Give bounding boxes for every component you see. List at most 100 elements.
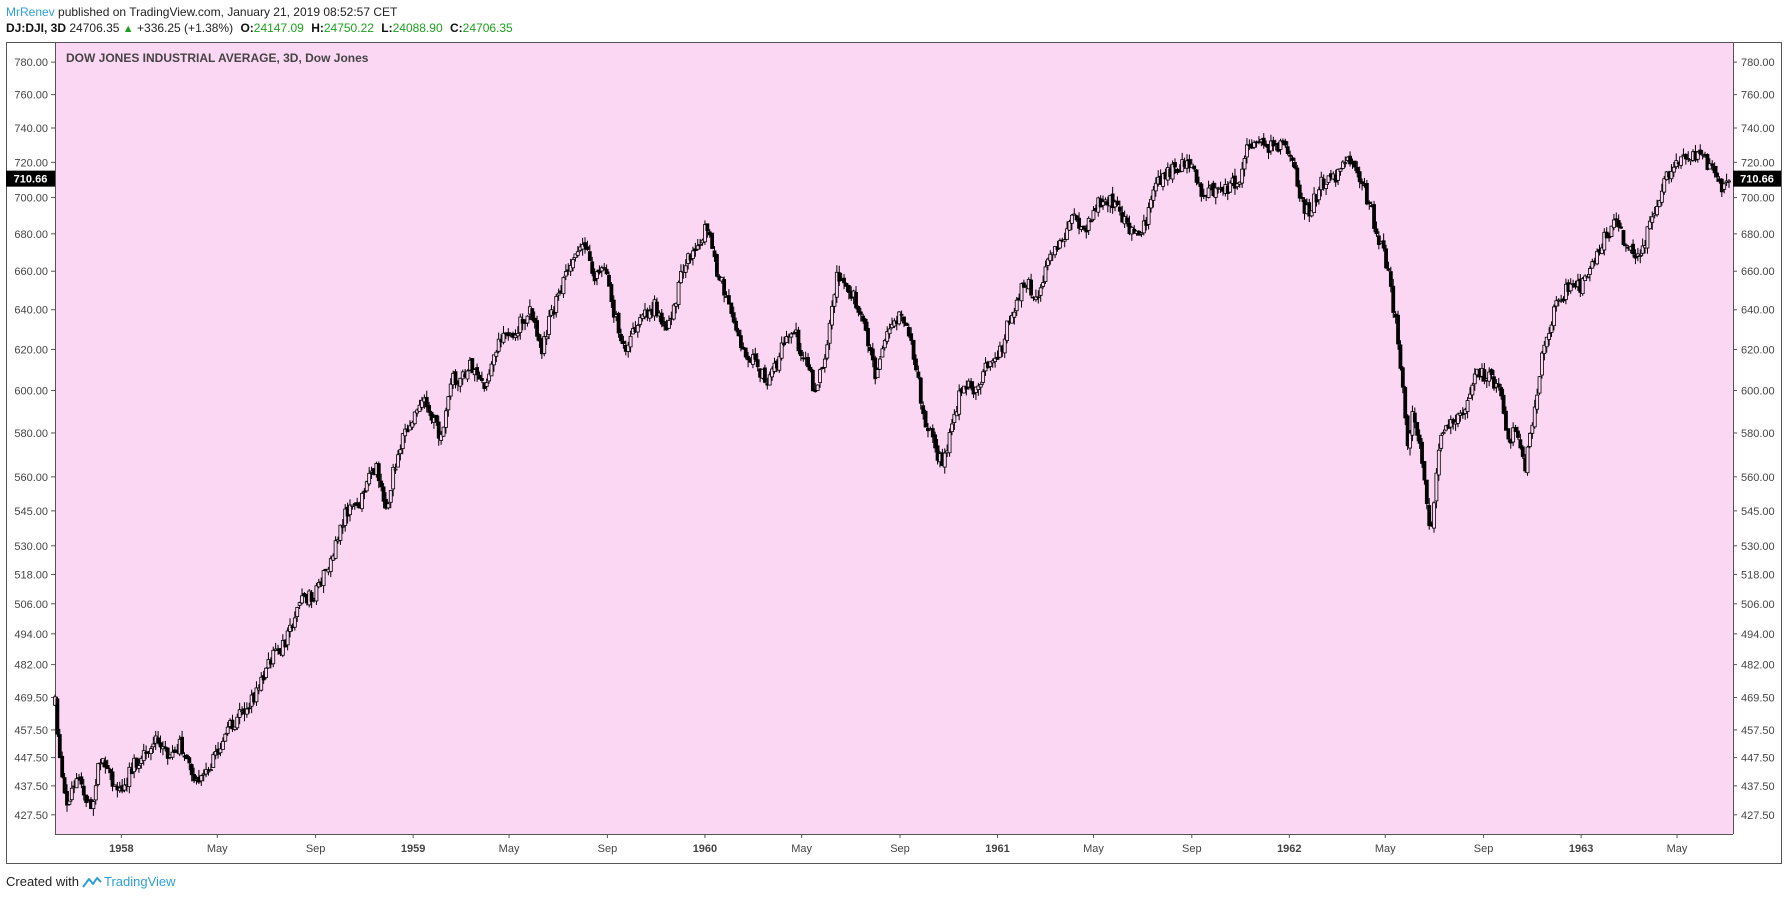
candle (547, 310, 551, 340)
candle (667, 315, 671, 329)
candle (1005, 320, 1010, 344)
candle (1403, 385, 1408, 426)
candle (722, 276, 727, 303)
candle (734, 317, 739, 333)
candle (918, 376, 923, 410)
candle (1283, 138, 1288, 148)
candle (1139, 231, 1144, 238)
candle (208, 763, 213, 772)
candle (1595, 248, 1599, 266)
candle (434, 414, 439, 426)
candle (1513, 424, 1518, 433)
candle (930, 424, 935, 443)
candle (530, 308, 535, 322)
candle (1242, 155, 1247, 177)
candle (561, 276, 566, 299)
x-tick-label: 1960 (693, 843, 717, 855)
candle (477, 371, 482, 380)
candle (1336, 168, 1340, 186)
candle (976, 382, 981, 396)
candle (235, 713, 240, 731)
candle (122, 778, 127, 793)
chart-container[interactable]: DOW JONES INDUSTRIAL AVERAGE, 3D, Dow Jo… (6, 42, 1782, 869)
candle (420, 396, 424, 411)
candle (1511, 422, 1516, 447)
candle (355, 497, 360, 508)
candle (935, 438, 940, 465)
candle (1091, 206, 1096, 222)
candle (784, 330, 789, 344)
candle (1376, 231, 1381, 250)
candle (969, 377, 974, 391)
y-tick-label: 760.00 (1741, 90, 1775, 102)
candle (453, 369, 458, 389)
candle (820, 366, 825, 370)
candle (1564, 278, 1568, 305)
y-tick-label: 640.00 (1741, 305, 1775, 317)
candle (1679, 156, 1683, 169)
candle (573, 253, 578, 262)
candle (1712, 162, 1717, 178)
candle (1194, 168, 1199, 186)
candle (856, 305, 861, 317)
candle (96, 762, 101, 787)
candle (427, 401, 432, 416)
candle (1705, 153, 1710, 171)
candle (710, 232, 715, 250)
candle (585, 240, 590, 252)
candle (1295, 165, 1300, 188)
footer: Created with TradingView (6, 874, 176, 889)
candle (1252, 140, 1257, 150)
candle (808, 364, 813, 373)
candle (388, 490, 393, 509)
high-value: 24750.22 (323, 21, 374, 35)
candle (736, 327, 741, 337)
candle (151, 736, 156, 753)
candle (491, 354, 496, 372)
y-tick-label: 545.00 (14, 506, 48, 518)
candle (134, 757, 139, 771)
candle (1077, 212, 1081, 235)
candle (1381, 233, 1386, 252)
candle (1288, 150, 1293, 162)
y-tick-label: 518.00 (14, 569, 48, 581)
y-tick-label: 506.00 (1741, 599, 1775, 611)
candle (470, 357, 475, 374)
candle (1516, 426, 1520, 440)
y-tick-label: 600.00 (1741, 386, 1775, 398)
candle (619, 328, 623, 344)
candle (180, 730, 185, 756)
candle (156, 730, 161, 745)
candle (158, 735, 163, 753)
candle (1187, 154, 1192, 173)
candlestick-chart[interactable]: DOW JONES INDUSTRIAL AVERAGE, 3D, Dow Jo… (6, 42, 1782, 864)
candle (882, 338, 887, 351)
candle (626, 341, 631, 358)
candle (1710, 160, 1715, 171)
candle (1410, 405, 1415, 442)
x-tick-label: May (207, 843, 228, 855)
candle (199, 774, 204, 786)
candle (398, 444, 403, 461)
candle (1520, 444, 1525, 459)
candle (638, 314, 643, 328)
candle (1659, 183, 1664, 206)
tradingview-link[interactable]: TradingView (82, 874, 176, 889)
y-tick-label: 427.50 (1741, 810, 1775, 822)
candle (441, 426, 446, 437)
candle (360, 491, 364, 512)
candle (489, 361, 494, 377)
candle (1081, 225, 1086, 231)
author-link[interactable]: MrRenev (6, 5, 55, 19)
candle (796, 326, 801, 355)
candle (1540, 350, 1544, 379)
candle (465, 369, 470, 382)
candle (602, 263, 607, 271)
candle (743, 347, 748, 360)
candle (1261, 133, 1266, 149)
plot-area[interactable] (55, 43, 1733, 834)
candle (671, 303, 676, 321)
candle (1043, 260, 1048, 284)
candle (981, 369, 986, 386)
candle (604, 264, 609, 275)
